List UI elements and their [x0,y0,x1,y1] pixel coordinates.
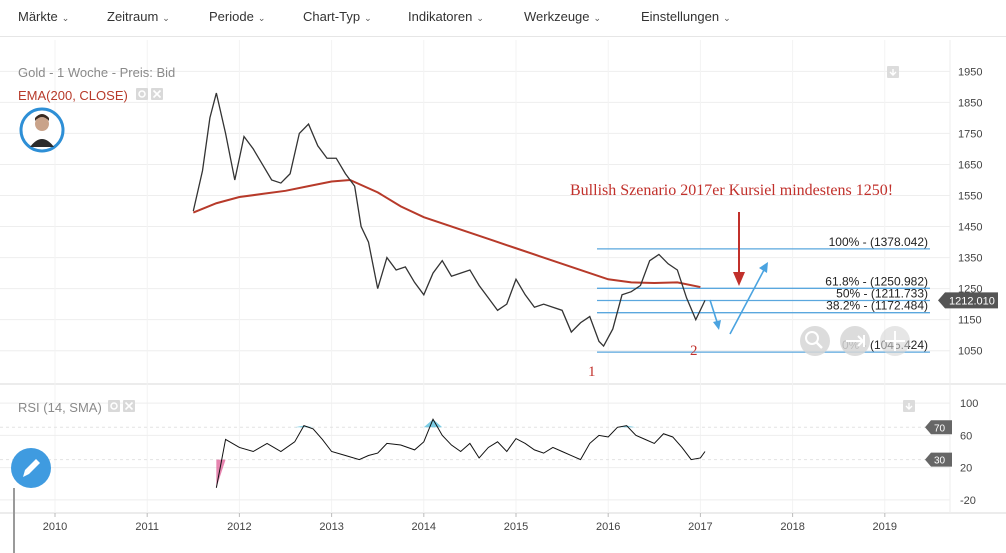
rsi-title: RSI (14, SMA) [18,400,102,415]
price-tick-label: 1450 [958,222,982,234]
pan-icon[interactable] [880,326,910,356]
price-tick-label: 1950 [958,66,982,78]
chevron-down-icon: ⌄ [723,13,731,23]
chevron-down-icon: ⌄ [61,13,70,23]
main-panel-collapse-icon[interactable] [887,66,899,78]
ema-line [192,178,701,289]
price-tick-label: 1750 [958,128,982,140]
rsi-axis: 100 60 20 -20 70 30 [925,398,978,507]
menu-maerkte[interactable]: Märkte ⌄ [18,9,70,24]
rsi-overbought-fill [294,425,304,428]
svg-text:1212.010: 1212.010 [949,295,995,307]
fib-level-label: 100% - (1378.042) [829,235,928,249]
time-tick-label: 2015 [504,521,528,533]
scroll-right-icon[interactable] [840,326,870,356]
menu-chart-typ[interactable]: Chart-Typ ⌄ [303,9,372,24]
rsi-overbought-fill [433,419,443,428]
avatar[interactable] [19,107,65,153]
zoom-icon[interactable] [800,326,830,356]
rsi-tick-label: 60 [960,430,972,442]
time-tick-label: 2014 [412,521,436,533]
chart-title: Gold - 1 Woche - Preis: Bid [18,65,175,80]
main-grid [0,40,950,513]
rsi-overbought-fill [626,425,636,428]
menu-werkzeuge[interactable]: Werkzeuge ⌄ [524,9,602,24]
ema-path [192,178,701,289]
chevron-down-icon: ⌄ [162,13,170,23]
rsi-tick-label: -20 [960,495,976,507]
fib-level-label: 61.8% - (1250.982) [825,274,928,288]
rsi-path [215,418,706,488]
chevron-down-icon: ⌄ [476,13,484,23]
chevron-down-icon: ⌄ [257,13,266,23]
time-tick-label: 2011 [135,521,159,533]
rsi-grid [0,402,950,501]
price-tick-label: 1850 [958,97,982,109]
time-tick-label: 2017 [688,521,712,533]
indicator-label: EMA(200, CLOSE) [18,88,128,103]
wave-label-2: 2 [690,343,698,359]
pencil-icon[interactable] [11,448,51,553]
price-tick-label: 1150 [958,315,982,327]
rsi-level-label: 70 [934,423,946,434]
chevron-down-icon: ⌄ [364,13,372,23]
wave-label-1: 1 [588,364,596,380]
indicator-settings-icon[interactable] [136,88,148,100]
rsi-line [215,418,706,488]
time-tick-label: 2013 [319,521,343,533]
time-axis: 2010 2011 2012 2013 2014 2015 2016 2017 2018 2019 [43,513,897,533]
bullish-up-arrow [729,262,768,335]
rsi-tick-label: 100 [960,398,978,410]
fibonacci-retracement[interactable]: 100% - (1378.042) 61.8% - (1250.982)50% -… [597,235,930,353]
rsi-level-tag [925,420,952,435]
last-price-tag: 1212.010 [938,292,998,309]
price-line [192,92,706,348]
rsi-close-icon[interactable] [123,400,135,412]
rsi-tick-label: 20 [960,463,972,475]
price-path [192,92,706,348]
rsi-level-label: 30 [934,456,946,467]
chevron-down-icon: ⌄ [593,13,602,23]
rsi-level-tag [925,452,952,467]
fib-level-label: 50% - (1211.733) [836,286,928,300]
indicator-close-icon[interactable] [151,88,163,100]
price-tick-label: 1550 [958,190,982,202]
rsi-panel-collapse-icon[interactable] [903,400,915,412]
target-down-arrow [733,212,745,286]
price-tick-label: 1050 [958,346,982,358]
fib-level-label: 38.2% - (1172.484) [826,299,928,313]
time-tick-label: 2016 [596,521,620,533]
rsi-settings-icon[interactable] [108,400,120,412]
time-tick-label: 2019 [873,521,897,533]
price-tick-label: 1350 [958,253,982,265]
scenario-annotation: Bullish Szenario 2017er Kursiel mindeste… [570,182,893,199]
time-tick-label: 2018 [780,521,804,533]
rsi-oversold-fill [216,459,226,488]
time-tick-label: 2012 [227,521,251,533]
menu-einstellungen[interactable]: Einstellungen ⌄ [641,9,731,24]
pullback-arrow [709,299,721,330]
menu-indikatoren[interactable]: Indikatoren ⌄ [408,9,484,24]
time-tick-label: 2010 [43,521,67,533]
menu-bar: Märkte ⌄ Zeitraum ⌄ Periode ⌄ Chart-Typ ⌄ In… [0,0,1006,37]
price-tick-label: 1650 [958,159,982,171]
menu-periode[interactable]: Periode ⌄ [209,9,266,24]
menu-zeitraum[interactable]: Zeitraum ⌄ [107,9,170,24]
